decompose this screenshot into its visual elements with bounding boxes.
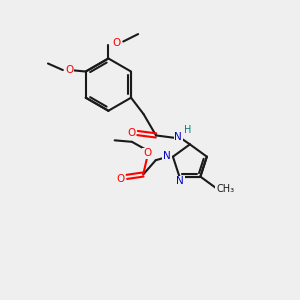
Text: N: N	[174, 132, 182, 142]
Text: N: N	[163, 151, 171, 161]
Text: O: O	[143, 148, 151, 158]
Text: O: O	[112, 38, 121, 48]
Text: O: O	[65, 65, 74, 75]
Text: N: N	[176, 176, 184, 186]
Text: O: O	[127, 128, 135, 138]
Text: H: H	[184, 125, 191, 135]
Text: CH₃: CH₃	[216, 184, 234, 194]
Text: O: O	[116, 174, 124, 184]
